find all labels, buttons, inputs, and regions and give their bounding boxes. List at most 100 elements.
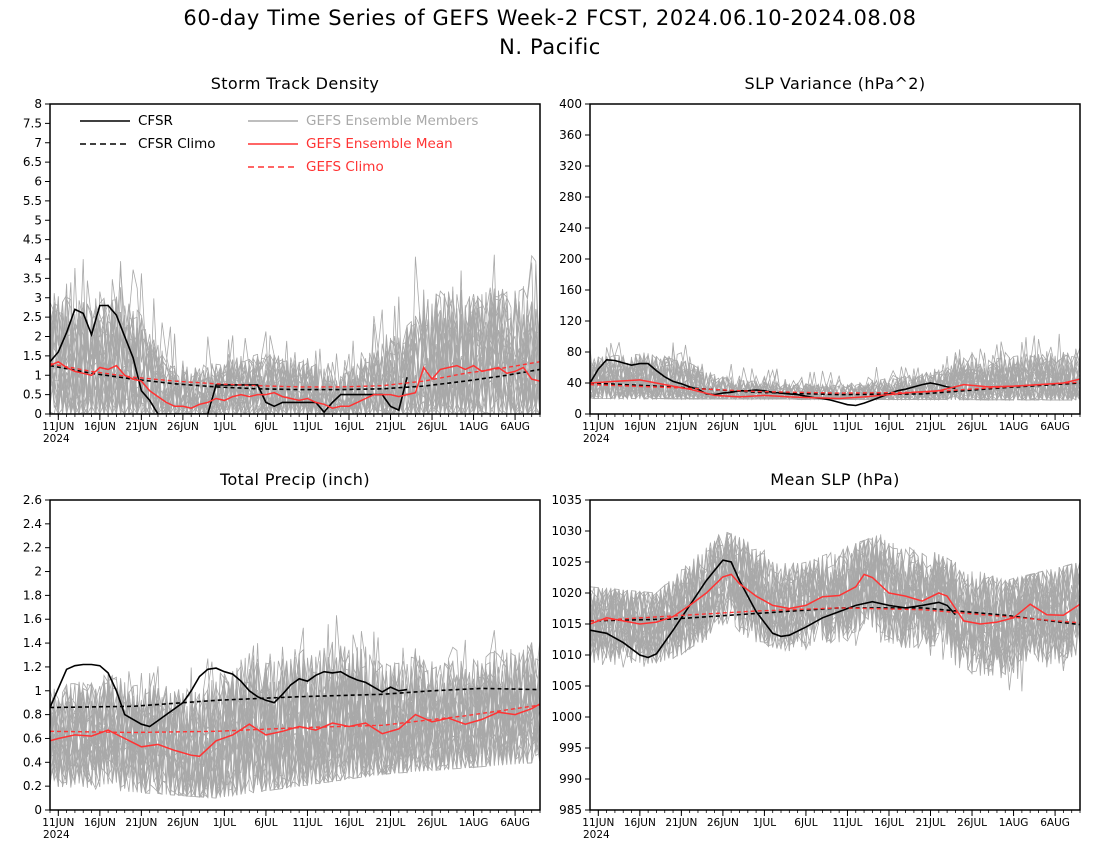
x-tick-label: 26JUN (707, 817, 739, 829)
series-gefs-climo (50, 361, 540, 388)
series-cfsr-climo (590, 607, 1080, 626)
y-tick-label: 4 (34, 252, 42, 266)
y-tick-label: 8 (34, 97, 42, 111)
x-tick-label: 16JUN (84, 421, 116, 433)
y-tick-label: 2.4 (23, 517, 42, 531)
ensemble-member-line (50, 654, 540, 798)
plot-frame (49, 499, 541, 811)
x-tick-label: 1AUG (459, 421, 489, 433)
x-tick-label: 16JUL (874, 817, 904, 829)
y-tick-label: 995 (559, 741, 582, 755)
y-tick-label: 40 (567, 376, 582, 390)
x-year-label: 2024 (583, 433, 610, 445)
y-tick-label: 0.2 (23, 779, 42, 793)
y-tick-label: 360 (559, 128, 582, 142)
y-tick-label: 0.5 (23, 388, 42, 402)
legend-mean-label: GEFS Ensemble Mean (306, 136, 453, 152)
x-year-label: 2024 (43, 829, 70, 841)
ensemble-member-line (590, 541, 1080, 665)
y-tick-label: 7.5 (23, 116, 42, 130)
legend-cfsr-label: CFSR (138, 113, 173, 129)
series-gefs-climo (590, 381, 1080, 394)
x-tick-label: 1AUG (459, 817, 489, 829)
x-tick-label: 1JUL (753, 817, 776, 829)
x-tick-label: 11JUN (42, 421, 74, 433)
x-tick-label: 6JUL (794, 817, 817, 829)
y-tick-label: 5 (34, 213, 42, 227)
y-tick-label: 985 (559, 803, 582, 817)
y-tick-label: 2 (34, 330, 42, 344)
ensemble-member-line (590, 335, 1080, 401)
y-tick-label: 1030 (551, 524, 582, 538)
y-tick-label: 4.5 (23, 233, 42, 247)
x-tick-label: 16JUL (334, 421, 364, 433)
ensemble-member-line (50, 630, 540, 798)
panel-title-storm-track: Storm Track Density (210, 74, 380, 93)
x-tick-label: 21JUL (916, 817, 946, 829)
y-tick-label: 1.8 (23, 588, 42, 602)
ensemble-member-line (50, 296, 540, 414)
y-tick-label: 7 (34, 136, 42, 150)
y-tick-label: 0 (34, 803, 42, 817)
x-tick-label: 26JUN (707, 421, 739, 433)
ensemble-member-line (50, 634, 540, 798)
panel-title-total-precip: Total Precip (inch) (220, 470, 370, 489)
chart-title: 60-day Time Series of GEFS Week-2 FCST, … (0, 4, 1100, 62)
x-tick-label: 26JUL (417, 421, 447, 433)
y-tick-label: 1010 (551, 648, 582, 662)
x-tick-label: 11JUL (292, 421, 322, 433)
x-tick-label: 6AUG (1040, 421, 1070, 433)
series-gefs-ensemble-mean (50, 360, 540, 409)
series-gefs-climo (50, 704, 540, 734)
y-tick-label: 80 (567, 345, 582, 359)
y-tick-label: 6.5 (23, 155, 42, 169)
x-tick-label: 21JUL (376, 817, 406, 829)
legend-members-label: GEFS Ensemble Members (306, 113, 478, 129)
y-tick-label: 6 (34, 175, 42, 189)
series-gefs-ensemble-mean (590, 573, 1080, 625)
legend-gefs-climo-label: GEFS Climo (306, 159, 384, 175)
y-tick-label: 0 (574, 407, 582, 421)
legend-cfsr-climo-label: CFSR Climo (138, 136, 216, 152)
y-tick-label: 120 (559, 314, 582, 328)
x-tick-label: 11JUN (582, 421, 614, 433)
y-tick-label: 200 (559, 252, 582, 266)
y-tick-label: 2.5 (23, 310, 42, 324)
x-tick-label: 6JUL (794, 421, 817, 433)
y-tick-label: 2.6 (23, 493, 42, 507)
title-line-2: N. Pacific (499, 35, 601, 59)
title-line-1: 60-day Time Series of GEFS Week-2 FCST, … (183, 6, 917, 30)
x-tick-label: 1AUG (999, 817, 1029, 829)
x-tick-label: 16JUL (874, 421, 904, 433)
x-tick-label: 21JUN (665, 817, 697, 829)
x-tick-label: 16JUL (334, 817, 364, 829)
y-tick-label: 0.4 (23, 755, 42, 769)
y-tick-label: 3 (34, 291, 42, 305)
series-cfsr (590, 559, 956, 659)
ensemble-member-line (50, 615, 540, 799)
x-tick-label: 6AUG (500, 817, 530, 829)
x-tick-label: 6AUG (500, 421, 530, 433)
y-tick-label: 1 (34, 368, 42, 382)
x-tick-label: 16JUN (624, 817, 656, 829)
y-tick-label: 1.4 (23, 636, 42, 650)
plot-area (590, 333, 1080, 407)
y-tick-label: 2 (34, 565, 42, 579)
y-tick-label: 1020 (551, 586, 582, 600)
y-tick-label: 1.5 (23, 349, 42, 363)
x-tick-label: 26JUN (167, 817, 199, 829)
y-tick-label: 1000 (551, 710, 582, 724)
panel-1: 0 40 80 120 160 200 240 280 320 360 400 11JUN 16JUN 2… (559, 97, 1081, 445)
x-tick-label: 11JUL (292, 817, 322, 829)
y-tick-label: 2.2 (23, 541, 42, 555)
y-tick-label: 1015 (551, 617, 582, 631)
x-tick-label: 6JUL (254, 817, 277, 829)
y-tick-label: 400 (559, 97, 582, 111)
ensemble-member-line (590, 539, 1080, 665)
plot-area (50, 615, 540, 799)
series-gefs-climo (590, 607, 1080, 624)
panel-0: 0 0.5 1 1.5 2 2.5 3 3.5 4 4.5 5 5.5 6 6.5 7 7.5 8 11JUN 16… (23, 97, 541, 445)
plot-area (50, 254, 540, 414)
y-tick-label: 3.5 (23, 271, 42, 285)
y-tick-label: 0.8 (23, 708, 42, 722)
